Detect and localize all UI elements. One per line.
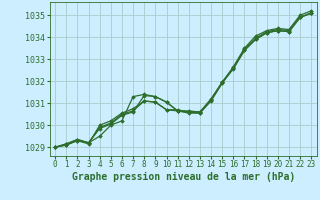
X-axis label: Graphe pression niveau de la mer (hPa): Graphe pression niveau de la mer (hPa) — [72, 172, 295, 182]
